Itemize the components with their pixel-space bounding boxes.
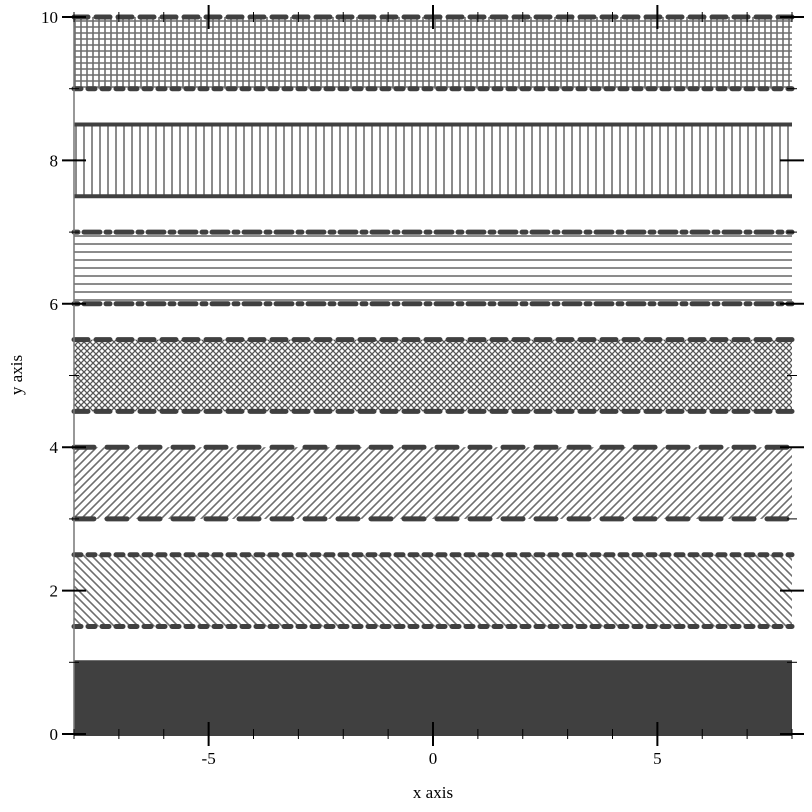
band-fill xyxy=(74,447,792,519)
band-1 xyxy=(71,552,795,629)
x-tick-label: 0 xyxy=(429,749,438,768)
band-2 xyxy=(71,444,795,522)
axes xyxy=(62,5,804,746)
band-fill xyxy=(74,339,792,412)
band-5 xyxy=(74,122,792,199)
band-4 xyxy=(71,229,795,307)
y-tick-label: 6 xyxy=(50,295,59,314)
y-tick-label: 8 xyxy=(50,151,59,170)
y-tick-label: 2 xyxy=(50,582,59,601)
band-3 xyxy=(71,337,795,414)
y-tick-label: 0 xyxy=(50,725,59,744)
y-tick-label: 4 xyxy=(50,438,59,457)
bands xyxy=(71,14,795,736)
x-axis-label: x axis xyxy=(413,783,453,802)
band-fill xyxy=(74,124,792,197)
tick-labels: -5 0 5 0 2 4 6 8 10 xyxy=(41,8,662,768)
band-fill xyxy=(74,232,792,304)
band-6 xyxy=(71,14,795,92)
x-tick-label: 5 xyxy=(653,749,662,768)
band-fill xyxy=(74,554,792,627)
y-tick-label: 10 xyxy=(41,8,58,27)
x-tick-label: -5 xyxy=(202,749,216,768)
y-axis-label: y axis xyxy=(7,355,26,395)
